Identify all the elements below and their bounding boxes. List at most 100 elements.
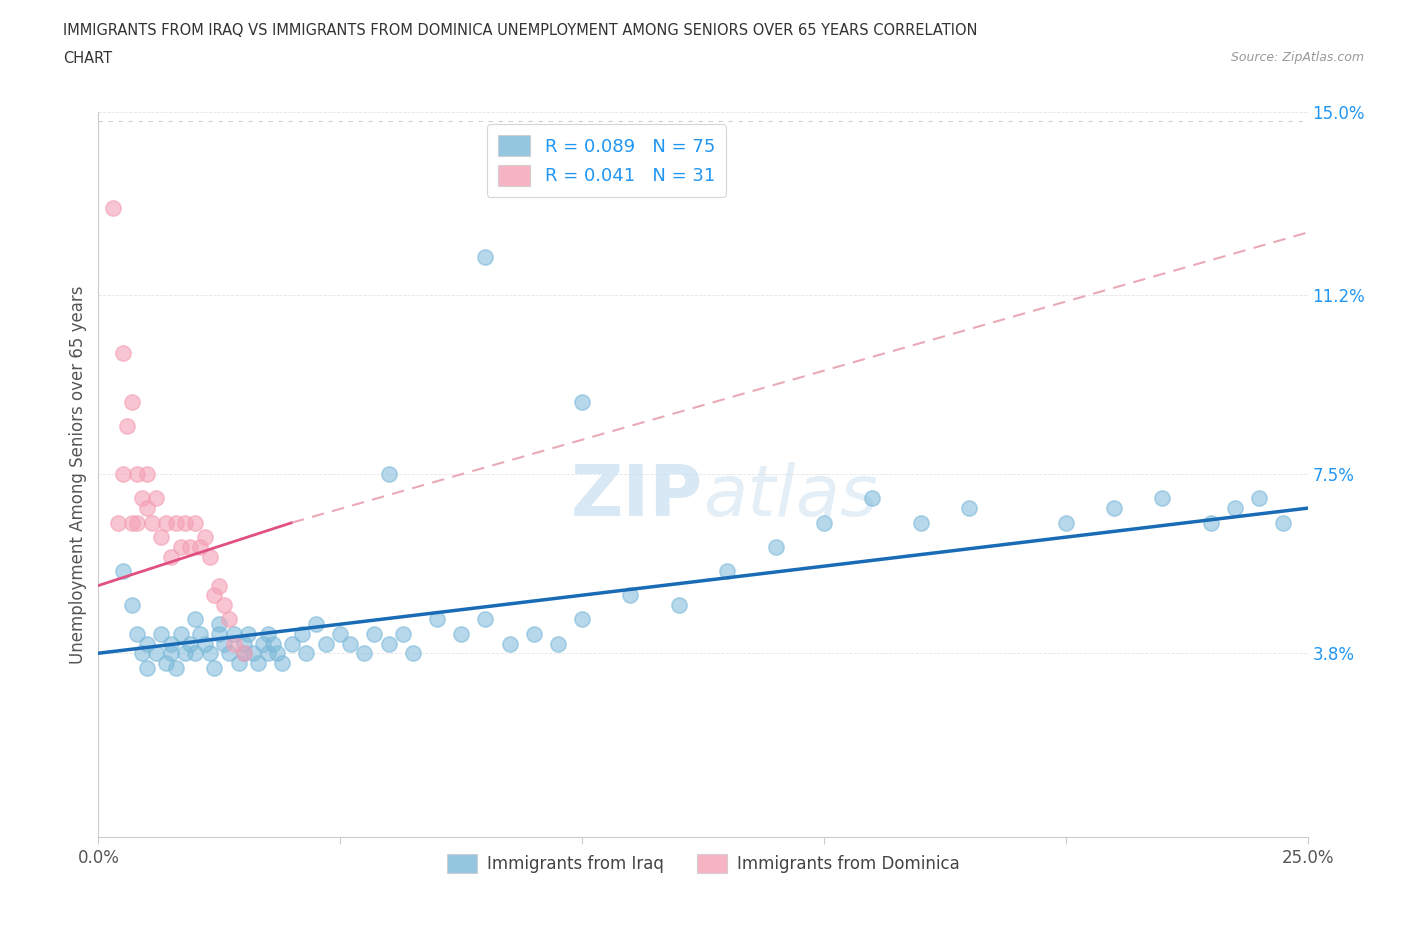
Point	[222, 627, 245, 642]
Point	[131, 645, 153, 660]
Point	[165, 660, 187, 675]
Point	[194, 636, 217, 651]
Point	[131, 491, 153, 506]
Point	[184, 612, 207, 627]
Point	[295, 645, 318, 660]
Point	[204, 588, 226, 603]
Point	[256, 645, 278, 660]
Point	[363, 627, 385, 642]
Point	[198, 549, 221, 564]
Point	[305, 617, 328, 631]
Point	[218, 645, 240, 660]
Point	[353, 645, 375, 660]
Point	[121, 597, 143, 612]
Point	[150, 627, 173, 642]
Point	[101, 201, 124, 216]
Point	[160, 636, 183, 651]
Point	[1223, 500, 1246, 515]
Point	[208, 617, 231, 631]
Point	[198, 645, 221, 660]
Point	[208, 578, 231, 593]
Point	[117, 418, 139, 433]
Point	[232, 645, 254, 660]
Point	[1152, 491, 1174, 506]
Point	[290, 627, 312, 642]
Point	[135, 636, 157, 651]
Point	[450, 627, 472, 642]
Point	[668, 597, 690, 612]
Point	[204, 660, 226, 675]
Point	[184, 515, 207, 530]
Point	[218, 612, 240, 627]
Point	[262, 636, 284, 651]
Point	[571, 612, 593, 627]
Point	[194, 530, 217, 545]
Point	[339, 636, 361, 651]
Point	[619, 588, 641, 603]
Point	[150, 530, 173, 545]
Text: Source: ZipAtlas.com: Source: ZipAtlas.com	[1230, 51, 1364, 64]
Point	[256, 627, 278, 642]
Point	[155, 656, 177, 671]
Point	[179, 636, 201, 651]
Point	[127, 515, 149, 530]
Point	[426, 612, 449, 627]
Point	[860, 491, 883, 506]
Point	[160, 549, 183, 564]
Text: IMMIGRANTS FROM IRAQ VS IMMIGRANTS FROM DOMINICA UNEMPLOYMENT AMONG SENIORS OVER: IMMIGRANTS FROM IRAQ VS IMMIGRANTS FROM …	[63, 23, 977, 38]
Point	[474, 612, 496, 627]
Point	[1054, 515, 1077, 530]
Point	[127, 467, 149, 482]
Point	[160, 645, 183, 660]
Point	[212, 597, 235, 612]
Point	[392, 627, 415, 642]
Point	[498, 636, 520, 651]
Point	[252, 636, 274, 651]
Point	[135, 467, 157, 482]
Point	[208, 627, 231, 642]
Point	[145, 491, 167, 506]
Point	[1199, 515, 1222, 530]
Point	[716, 564, 738, 578]
Point	[169, 539, 191, 554]
Point	[127, 627, 149, 642]
Point	[474, 249, 496, 264]
Point	[281, 636, 304, 651]
Point	[238, 627, 260, 642]
Point	[571, 394, 593, 409]
Point	[111, 346, 134, 361]
Point	[315, 636, 337, 651]
Text: CHART: CHART	[63, 51, 112, 66]
Point	[1249, 491, 1271, 506]
Point	[135, 660, 157, 675]
Point	[813, 515, 835, 530]
Point	[141, 515, 163, 530]
Point	[188, 627, 211, 642]
Y-axis label: Unemployment Among Seniors over 65 years: Unemployment Among Seniors over 65 years	[69, 286, 87, 663]
Point	[145, 645, 167, 660]
Point	[377, 636, 399, 651]
Point	[121, 515, 143, 530]
Point	[212, 636, 235, 651]
Point	[1102, 500, 1125, 515]
Text: atlas: atlas	[703, 461, 877, 530]
Point	[547, 636, 569, 651]
Point	[247, 656, 270, 671]
Point	[121, 394, 143, 409]
Point	[402, 645, 425, 660]
Point	[271, 656, 294, 671]
Text: ZIP: ZIP	[571, 461, 703, 530]
Point	[228, 656, 250, 671]
Point	[232, 636, 254, 651]
Point	[222, 636, 245, 651]
Point	[174, 515, 197, 530]
Point	[174, 645, 197, 660]
Point	[155, 515, 177, 530]
Point	[910, 515, 932, 530]
Point	[135, 500, 157, 515]
Point	[329, 627, 352, 642]
Point	[111, 467, 134, 482]
Point	[523, 627, 546, 642]
Point	[242, 645, 264, 660]
Point	[1272, 515, 1295, 530]
